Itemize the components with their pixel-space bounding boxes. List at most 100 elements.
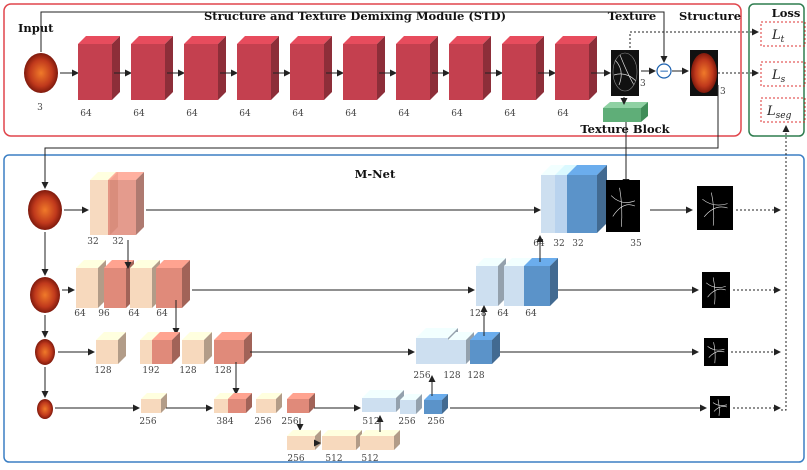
structure-label: Structure (679, 9, 741, 23)
std-panel (3, 3, 742, 137)
r4-bottom-1-label: 256 (287, 454, 304, 464)
std-layer-9-channels: 64 (504, 109, 516, 119)
r4-enc-4-label: 256 (281, 417, 298, 427)
r4-bottom-2-label: 512 (325, 454, 342, 464)
texture-block (603, 102, 648, 122)
std-input-image (24, 53, 58, 93)
mnet-input-1 (28, 190, 62, 230)
r3-enc-3-label: 128 (179, 366, 196, 376)
r4-dec-1-label: 512 (362, 417, 379, 427)
r3-enc-1-label: 128 (94, 366, 111, 376)
r4-enc-1 (141, 393, 167, 413)
r1-dec-3-label: 32 (572, 239, 583, 249)
loss-t: Lt (760, 21, 806, 47)
r2-dec-3 (524, 258, 558, 306)
std-layer-5 (290, 36, 332, 100)
mnet-panel (3, 154, 805, 463)
r2-dec-2-label: 64 (497, 309, 509, 319)
r3-prediction (704, 338, 728, 366)
r3-dec-3-label: 128 (467, 371, 484, 381)
r1-enc-1-label: 32 (87, 237, 98, 247)
r4-enc-3-label: 256 (254, 417, 271, 427)
r1-enc-2 (108, 172, 144, 235)
r2-enc-4 (156, 260, 190, 308)
r4-dec-3-label: 256 (427, 417, 444, 427)
loss-s: Ls (760, 61, 806, 87)
mnet-input-3 (35, 339, 55, 365)
r1-prediction (697, 186, 733, 230)
r4-enc-2-label: 384 (216, 417, 233, 427)
std-layer-9 (502, 36, 544, 100)
r1-out-label: 35 (630, 239, 642, 249)
r1-dec-2-label: 32 (553, 239, 564, 249)
r1-dec-3 (567, 165, 607, 233)
svg-text:Lt: Lt (771, 28, 785, 45)
texture-label: Texture (608, 9, 656, 23)
r2-prediction (702, 272, 730, 308)
r3-dec-2-label: 128 (443, 371, 460, 381)
svg-text:Lseg: Lseg (766, 104, 792, 121)
mnet-network: 32 32 64 32 32 35 64 96 64 64 128 64 64 128 192 128 128 2… (28, 125, 790, 464)
r4-enc-5 (287, 393, 315, 413)
r4-dec-1 (362, 390, 404, 412)
std-layer-5-channels: 64 (292, 109, 304, 119)
r2-enc-1 (76, 260, 106, 308)
mnet-title: M-Net (355, 167, 396, 181)
structure-channels: 3 (720, 87, 726, 97)
r2-enc-3-label: 64 (128, 309, 140, 319)
r2-enc-3 (130, 260, 160, 308)
r4-bottom-1 (287, 430, 321, 450)
r3-enc-4-label: 128 (214, 366, 231, 376)
r4-dec-2 (400, 394, 422, 414)
svg-text:Ls: Ls (771, 68, 786, 85)
std-layer-2 (131, 36, 173, 100)
r4-bottom-2 (322, 430, 362, 450)
std-layer-3 (184, 36, 226, 100)
std-layer-1-channels: 64 (80, 109, 92, 119)
std-layer-10-channels: 64 (557, 109, 569, 119)
r1-dec-1-label: 64 (533, 239, 545, 249)
r2-dec-1-label: 128 (469, 309, 486, 319)
std-layer-8-channels: 64 (451, 109, 463, 119)
input-label: Input (18, 21, 54, 35)
r2-enc-2 (104, 260, 134, 308)
std-title: Structure and Texture Demixing Module (S… (204, 9, 506, 23)
r2-dec-3-label: 64 (525, 309, 537, 319)
std-layer-7-channels: 64 (398, 109, 410, 119)
r4-enc-3 (228, 393, 252, 413)
r1-texture-merge (606, 180, 640, 232)
r4-bottom-3 (360, 430, 400, 450)
r4-dec-3 (424, 394, 448, 414)
svg-text:−: − (659, 64, 669, 78)
r3-enc-2-label: 192 (142, 366, 159, 376)
r3-dec-1-label: 256 (413, 371, 430, 381)
r2-enc-4-label: 64 (156, 309, 168, 319)
std-layer-8 (449, 36, 491, 100)
r2-enc-1-label: 64 (74, 309, 86, 319)
r1-enc-2-label: 32 (112, 237, 123, 247)
r4-prediction (710, 396, 730, 418)
subtract-node: − (656, 63, 672, 79)
std-layer-7 (396, 36, 438, 100)
std-layer-6-channels: 64 (345, 109, 357, 119)
r3-enc-1 (96, 332, 126, 364)
loss-panel (748, 3, 805, 137)
r3-enc-3 (152, 332, 180, 364)
std-layer-2-channels: 64 (133, 109, 145, 119)
r4-bottom-3-label: 512 (361, 454, 378, 464)
mnet-input-2 (30, 277, 60, 313)
loss-seg: Lseg (760, 97, 806, 123)
std-conv-layers: 64 64 64 64 64 64 64 64 64 64 (78, 36, 611, 119)
r4-enc-4 (256, 393, 282, 413)
mnet-input-4 (37, 399, 53, 419)
r3-enc-5 (214, 332, 252, 364)
std-layer-4 (237, 36, 279, 100)
std-layer-3-channels: 64 (186, 109, 198, 119)
std-layer-4-channels: 64 (239, 109, 251, 119)
r4-dec-2-label: 256 (398, 417, 415, 427)
r3-dec-3 (470, 332, 500, 364)
r2-dec-1 (476, 258, 506, 306)
std-layer-1 (78, 36, 120, 100)
